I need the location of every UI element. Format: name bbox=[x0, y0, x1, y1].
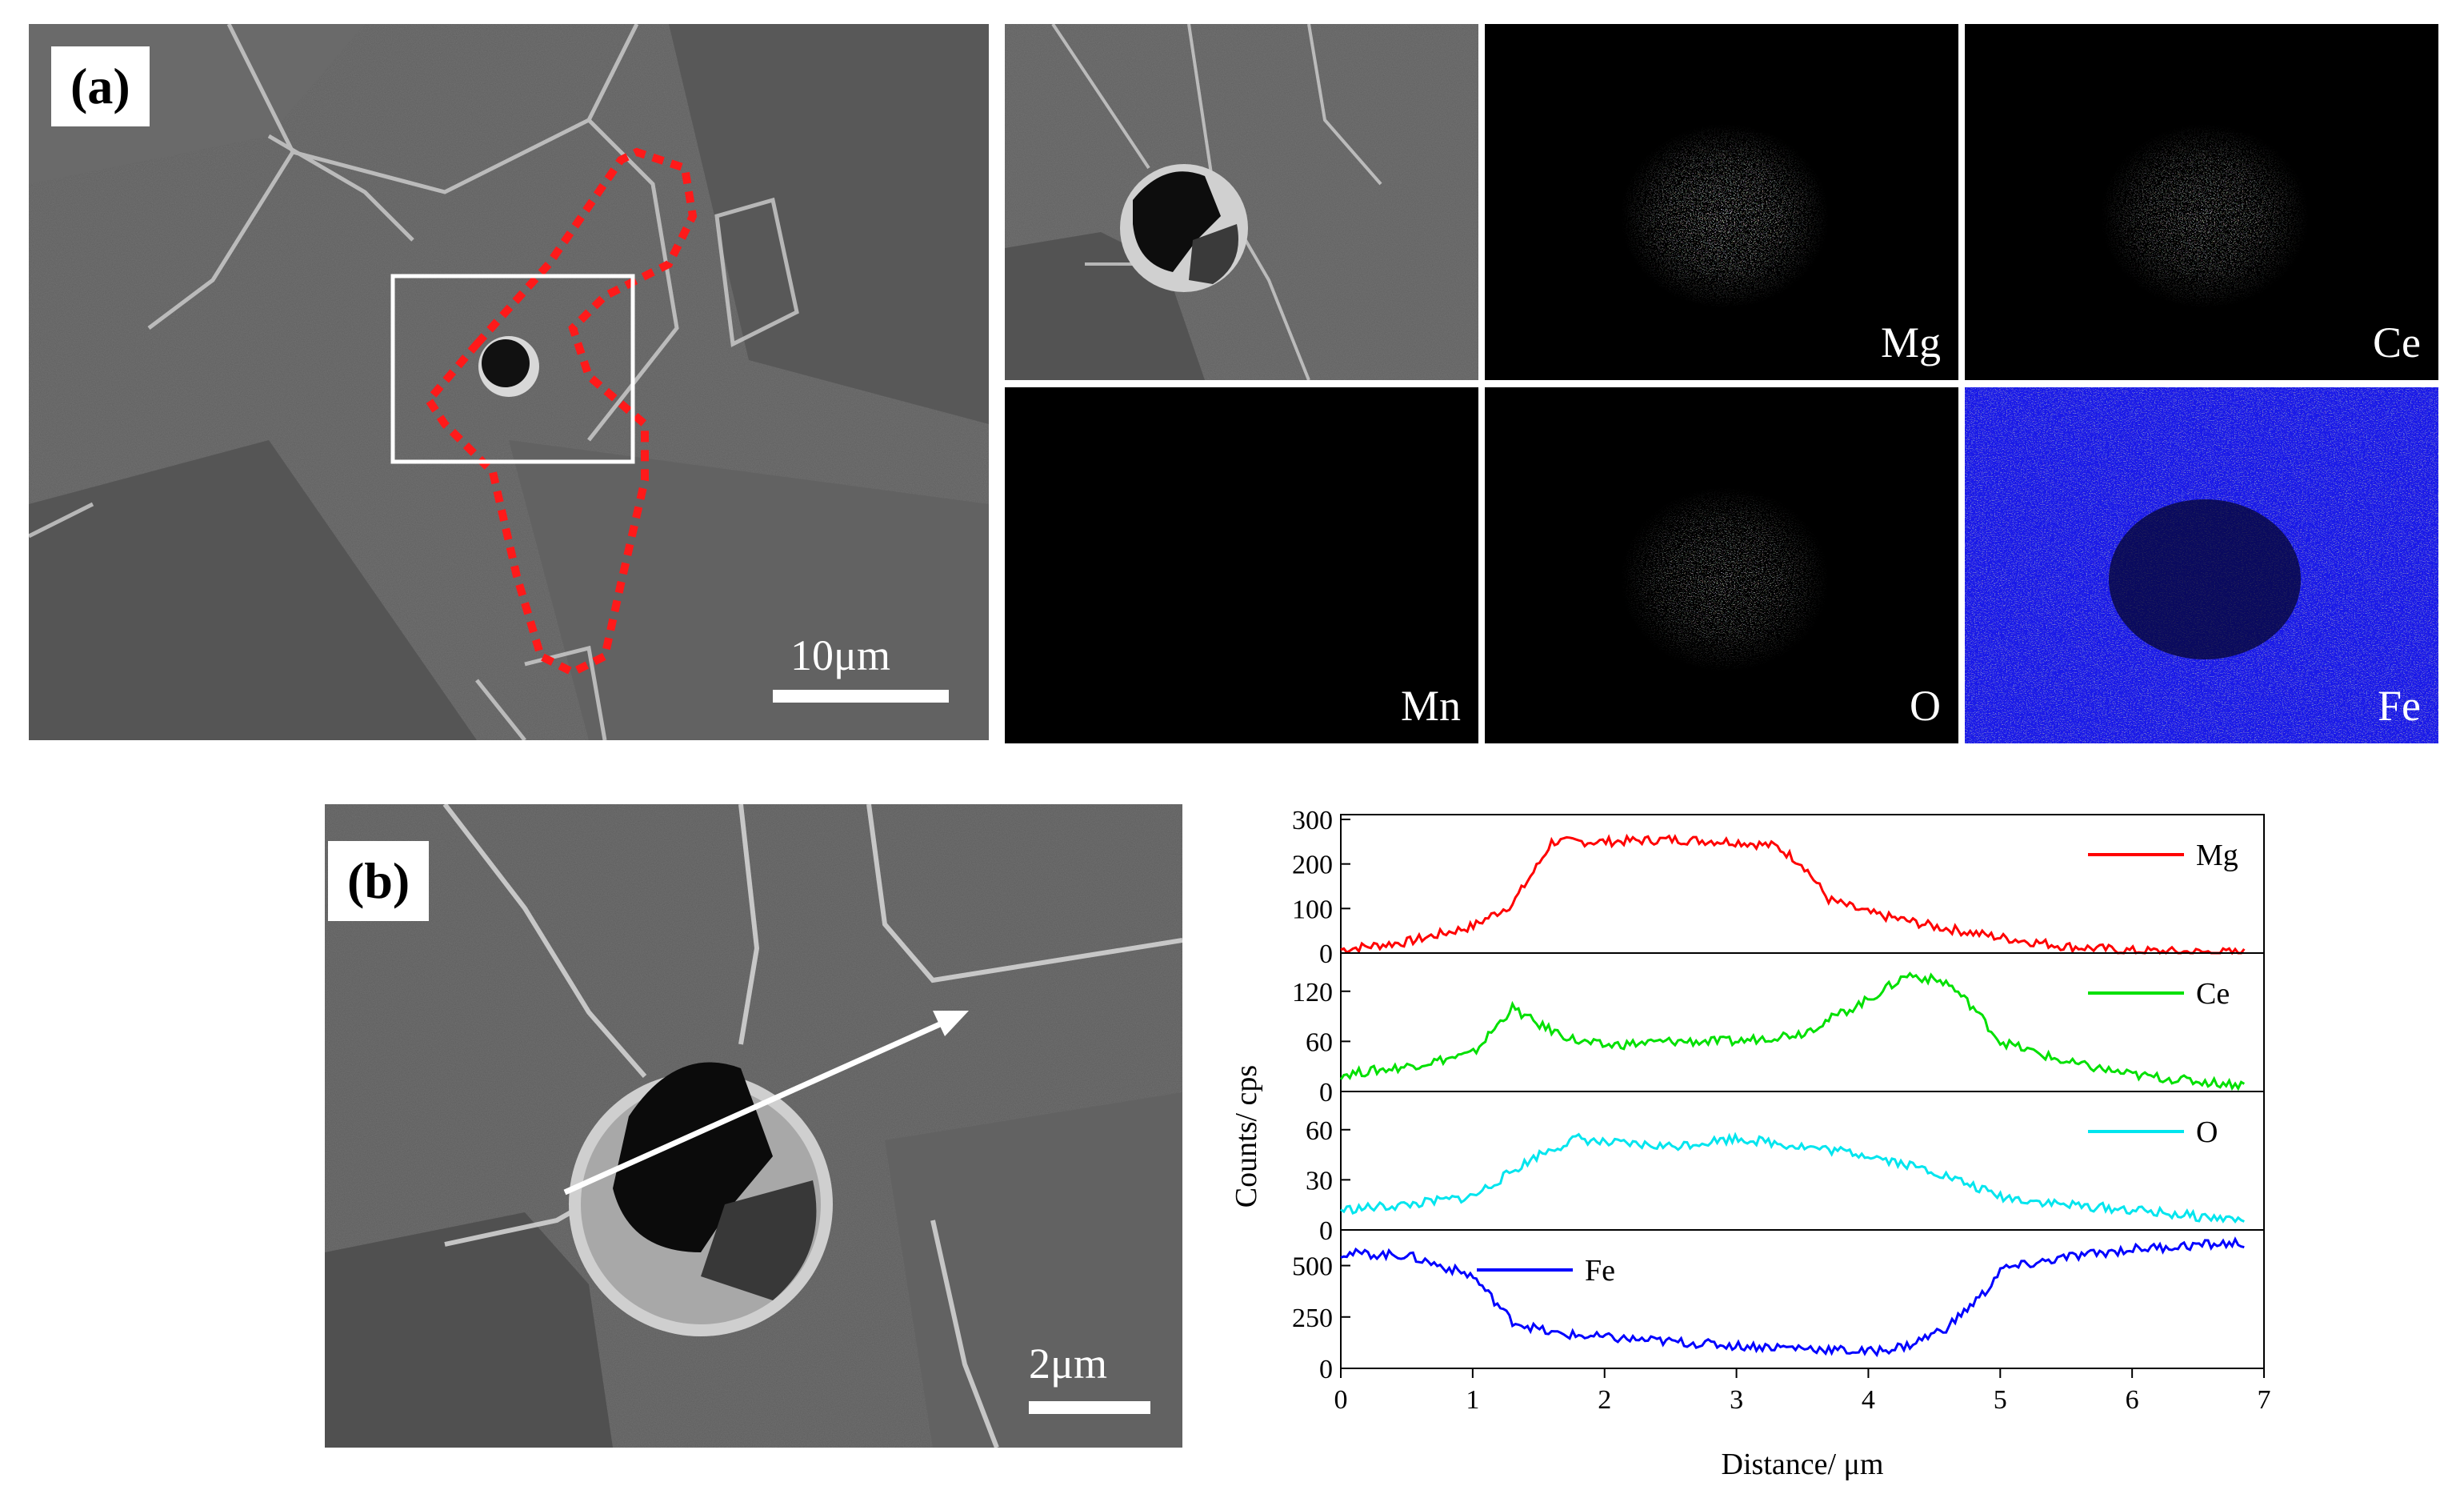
panel-label-a: (a) bbox=[51, 46, 150, 126]
sem-image-a: (a) 10μm bbox=[29, 24, 989, 740]
y-tick-label-mg: 200 bbox=[1292, 851, 1333, 880]
x-tick-label: 1 bbox=[1466, 1385, 1479, 1415]
scale-bar-b bbox=[1029, 1401, 1150, 1414]
eds-map-mg: Mg bbox=[1485, 24, 1958, 380]
y-tick-label-o: 60 bbox=[1306, 1116, 1333, 1146]
scale-bar-label-a: 10μm bbox=[790, 631, 890, 679]
y-tick-label-ce: 60 bbox=[1306, 1027, 1333, 1057]
legend-label-fe: Fe bbox=[1585, 1254, 1615, 1288]
x-tick-label: 4 bbox=[1862, 1385, 1875, 1415]
eds-label-ce: Ce bbox=[2373, 318, 2421, 366]
eds-map-mn: Mn bbox=[1005, 387, 1478, 743]
y-tick-label-mg: 100 bbox=[1292, 895, 1333, 924]
eds-label-fe: Fe bbox=[2378, 682, 2421, 730]
x-tick-label: 6 bbox=[2126, 1385, 2139, 1415]
panel-label-b: (b) bbox=[328, 841, 430, 921]
eds-label-o: O bbox=[1910, 682, 1941, 730]
chart-x-axis-label: Distance/ μm bbox=[1722, 1448, 1884, 1481]
y-tick-label-mg: 300 bbox=[1292, 806, 1333, 835]
series-line-ce bbox=[1339, 971, 2246, 1091]
scale-bar-label-b: 2μm bbox=[1029, 1340, 1107, 1388]
x-tick-label: 5 bbox=[1994, 1385, 2007, 1415]
y-tick-label-o: 30 bbox=[1306, 1166, 1333, 1196]
y-tick-label-mg: 0 bbox=[1319, 939, 1333, 969]
sem-zoom-a bbox=[1005, 24, 1478, 380]
eds-map-ce: Ce bbox=[1965, 24, 2438, 380]
x-tick-label: 0 bbox=[1334, 1385, 1348, 1415]
eds-map-fe: Fe bbox=[1965, 387, 2438, 743]
y-tick-label-ce: 0 bbox=[1319, 1078, 1333, 1107]
y-tick-label-o: 0 bbox=[1319, 1216, 1333, 1246]
y-tick-label-fe: 0 bbox=[1319, 1355, 1333, 1384]
legend-label-mg: Mg bbox=[2196, 839, 2238, 872]
legend-label-ce: Ce bbox=[2196, 977, 2230, 1011]
x-tick-label: 2 bbox=[1598, 1385, 1611, 1415]
x-tick-label: 7 bbox=[2258, 1385, 2271, 1415]
y-tick-label-ce: 120 bbox=[1292, 978, 1333, 1007]
series-line-fe bbox=[1340, 1236, 2245, 1358]
scale-bar-a bbox=[773, 690, 949, 703]
subplot-frame-fe bbox=[1340, 1229, 2265, 1369]
line-scan-chart: 0 100 200 300 Mg 0 60 120 Ce 0 30 60 O 0 250 500 Fe 0 1 2 3 4… bbox=[1230, 806, 2271, 1481]
sem-image-b: (b) 2μm bbox=[325, 804, 1182, 1448]
series-line-o bbox=[1340, 1132, 2245, 1224]
eds-label-mn: Mn bbox=[1400, 682, 1461, 730]
eds-map-o: O bbox=[1485, 387, 1958, 743]
y-tick-label-fe: 500 bbox=[1292, 1252, 1333, 1282]
chart-y-axis-label: Counts/ cps bbox=[1230, 1065, 1263, 1208]
subplot-frame-mg bbox=[1340, 814, 2265, 954]
x-tick-label: 3 bbox=[1730, 1385, 1743, 1415]
legend-label-o: O bbox=[2196, 1116, 2218, 1149]
eds-label-mg: Mg bbox=[1880, 318, 1941, 366]
series-line-mg bbox=[1340, 833, 2246, 955]
y-tick-label-fe: 250 bbox=[1292, 1304, 1333, 1333]
